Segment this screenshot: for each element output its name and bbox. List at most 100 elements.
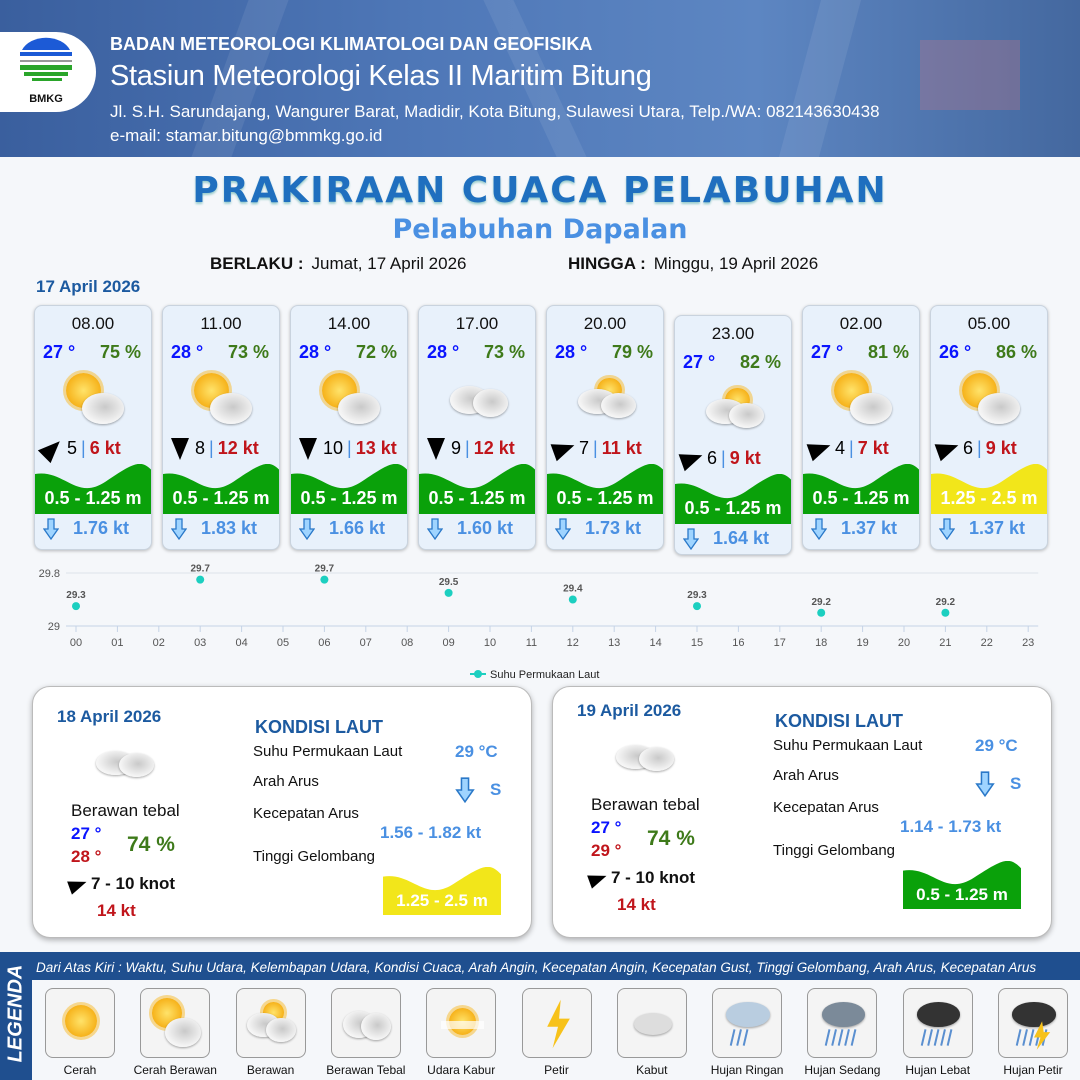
sst-point: [72, 602, 80, 611]
x-tick-label: 07: [360, 637, 372, 649]
legend-label: Hujan Ringan: [710, 1063, 784, 1077]
cloud-shape: [633, 1013, 672, 1035]
wave-icon: [383, 867, 501, 915]
sst-point: [320, 575, 329, 584]
wind-speed: 10: [323, 438, 344, 458]
current-direction-label: Arah Arus: [773, 767, 839, 784]
air-temperature: 28 °: [555, 342, 588, 362]
wave-icon: [163, 464, 279, 514]
wind-direction-arrow-icon: [299, 438, 317, 461]
page-title: PRAKIRAAN CUACA PELABUHAN: [192, 170, 888, 211]
wave-label: Tinggi Gelombang: [253, 848, 376, 865]
current-info: 1.76 kt: [43, 518, 130, 541]
air-temperature: 27 °: [43, 342, 76, 362]
air-temperature: 27 °: [811, 342, 844, 362]
x-tick-label: 09: [442, 637, 454, 649]
wave-height: 0.5 - 1.25 m: [172, 488, 270, 508]
current-direction-arrow-icon: [811, 518, 827, 541]
legend-description: Dari Atas Kiri : Waktu, Suhu Udara, Kele…: [32, 952, 1080, 980]
berawan-weather-icon: [703, 382, 767, 438]
wind-info: 7 | 11 kt: [550, 437, 659, 462]
berawan-tebal-icon: [340, 997, 394, 1051]
cloud-shape: [728, 403, 764, 429]
wave-icon: [903, 861, 1021, 909]
current-direction-arrow-icon: [939, 518, 955, 541]
current-speed: 1.83 kt: [201, 518, 258, 538]
forecast-time: 05.00: [967, 314, 1011, 333]
wave-icon: [675, 474, 791, 524]
legend-item-berawan-tebal: [330, 988, 401, 1058]
current-direction-arrow-icon: [171, 518, 187, 541]
wave-icon: [419, 464, 535, 514]
wind-direction-arrow-icon: [171, 438, 189, 461]
wave-icon: [547, 464, 663, 514]
x-tick-label: 21: [939, 637, 951, 649]
sst-point: [693, 602, 701, 611]
humidity: 86 %: [995, 342, 1037, 362]
valid-to: HINGGA : Minggu, 19 April 2026: [568, 254, 819, 273]
y-tick-label: 29.8: [39, 568, 60, 580]
cerah-berawan-weather-icon: [191, 372, 255, 428]
current-speed: 1.66 kt: [329, 518, 386, 538]
cloud-shape: [1012, 1002, 1056, 1027]
legend-item-hujan-petir: [998, 988, 1068, 1058]
forecast-time: 14.00: [327, 314, 371, 333]
legend-item-hujan-ringan: [712, 988, 783, 1058]
x-tick-label: 11: [526, 637, 537, 649]
hujan-ringan-icon: [721, 997, 775, 1051]
wind-direction-arrow-icon: [37, 435, 67, 464]
wind-speed: 6: [963, 438, 974, 458]
air-temperature: 27 °: [683, 352, 716, 372]
wind-info: 4 | 7 kt: [806, 437, 915, 462]
forecast-time: 23.00: [711, 324, 755, 343]
wave-height: 0.5 - 1.25 m: [916, 885, 1008, 904]
svg-text:Suhu Permukaan Laut: Suhu Permukaan Laut: [490, 669, 599, 681]
legend-item-udara-kabur: [426, 988, 497, 1058]
current-direction-arrow-icon: [555, 518, 571, 541]
cloud-shape: [266, 1017, 296, 1042]
cloud-shape: [338, 393, 381, 425]
wave-height: 0.5 - 1.25 m: [300, 488, 398, 508]
current-info: 1.37 kt: [811, 518, 897, 541]
wind-direction-arrow-icon: [67, 874, 89, 895]
humidity: 82 %: [739, 352, 781, 372]
wind-info: 10 | 13 kt: [299, 438, 403, 461]
legend-item-cerah: [45, 988, 115, 1058]
header-banner: BMKG BADAN METEOROLOGI KLIMATOLOGI DAN G…: [0, 0, 1080, 157]
sst-label: Suhu Permukaan Laut: [773, 737, 923, 754]
sst-point-label: 29.7: [315, 564, 335, 575]
cloud-shape: [82, 393, 125, 425]
wind-speed: 5: [67, 438, 78, 458]
wind-speed: 8: [195, 438, 206, 458]
forecast-time: 11.00: [200, 314, 242, 333]
forecast-time: 17.00: [455, 314, 499, 333]
x-tick-label: 02: [153, 637, 165, 649]
wind-direction-arrow-icon: [587, 868, 609, 889]
gust-speed: 6 kt: [89, 438, 121, 458]
day-summary-panel: 18 April 2026 Berawan tebal 27 ° 28 ° 74…: [32, 686, 532, 938]
current-direction-arrow-icon: [427, 518, 443, 541]
cloud-shape: [821, 1002, 865, 1027]
current-direction-arrow-icon: [43, 518, 59, 541]
gust-speed: 13 kt: [355, 438, 397, 458]
sst-point-label: 29.5: [439, 577, 459, 588]
legend-label: Hujan Petir: [1003, 1063, 1063, 1077]
current-speed: 1.37 kt: [969, 518, 1026, 538]
temp-max: 28 °: [71, 847, 102, 866]
wind-info: 6 | 9 kt: [678, 447, 787, 472]
legend-item-petir: [521, 988, 592, 1058]
current-speed: 1.64 kt: [713, 528, 770, 548]
gust-speed: 7 kt: [857, 438, 889, 458]
sst-point-label: 29.4: [563, 584, 583, 595]
air-temperature: 28 °: [171, 342, 204, 362]
gust-speed: 12 kt: [473, 438, 515, 458]
current-direction-arrow-icon: [683, 528, 699, 551]
legend-label: Berawan Tebal: [326, 1063, 406, 1077]
forecast-card: 08.00 27 ° 75 % 5 | 6 kt 0.5 - 1.25 m 1.76…: [34, 305, 152, 550]
y-tick-label: 29: [48, 621, 60, 633]
forecast-card: 14.00 28 ° 72 % 10 | 13 kt 0.5 - 1.25 m 1.…: [290, 305, 408, 550]
berawan-weather-icon: [575, 372, 639, 428]
current-info: 1.37 kt: [939, 518, 1026, 541]
gust-speed: 12 kt: [217, 438, 259, 458]
current-speed: 1.76 kt: [73, 518, 130, 538]
